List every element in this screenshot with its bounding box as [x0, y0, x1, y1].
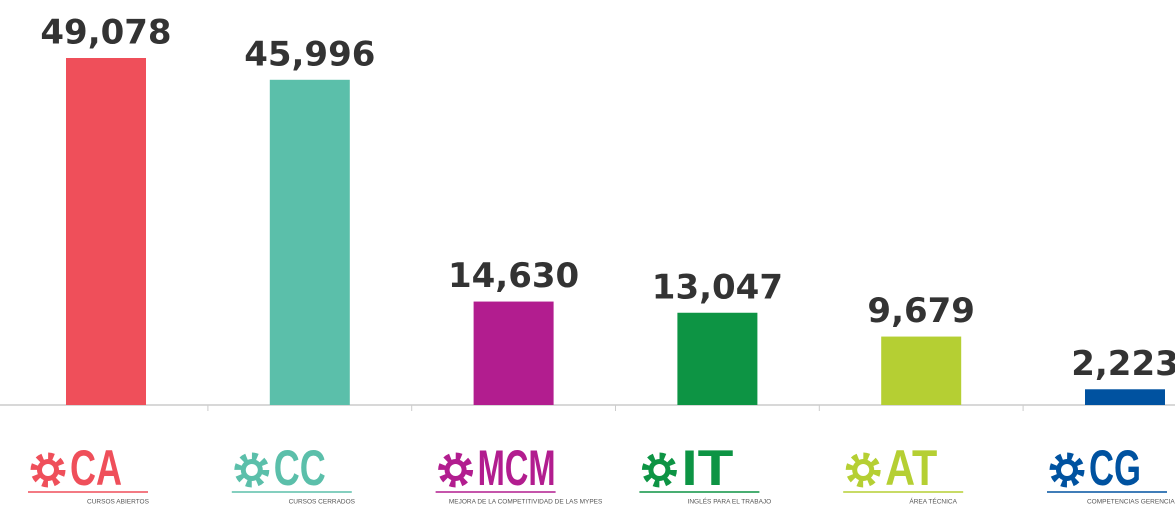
gear-hole: [653, 464, 666, 476]
category-description: CURSOS ABIERTOS: [87, 499, 150, 506]
bar: [1085, 389, 1165, 405]
value-label: 2,223: [1071, 344, 1175, 384]
category-label: CA: [70, 440, 122, 496]
category-label: IT: [681, 440, 733, 496]
gear-hole: [1061, 464, 1073, 476]
gear-teeth: [641, 452, 677, 488]
bar: [677, 312, 758, 405]
category-description: ÁREA TÉCNICA: [909, 497, 957, 506]
category-description: MEJORA DE LA COMPETITIVIDAD DE LAS MYPES: [449, 499, 603, 506]
category-description: INGLÉS PARA EL TRABAJO: [688, 497, 772, 506]
bar: [881, 336, 962, 405]
value-label: 9,679: [867, 291, 975, 331]
gear-teeth: [234, 452, 270, 488]
gear-teeth: [845, 452, 881, 488]
gear-hole: [857, 464, 870, 476]
gear-teeth: [1049, 452, 1085, 488]
gear-teeth: [30, 452, 66, 488]
bar: [269, 79, 350, 406]
value-label: 45,996: [244, 34, 375, 74]
category-description: COMPETENCIAS GERENCIALES: [1087, 499, 1175, 506]
bar: [473, 301, 554, 405]
category-label: CC: [274, 440, 326, 496]
gear-hole: [245, 464, 258, 476]
gear-teeth: [438, 452, 474, 488]
gear-hole: [449, 464, 462, 476]
category-label: MCM: [478, 440, 556, 496]
category-label: AT: [885, 440, 937, 496]
category-description: CURSOS CERRADOS: [289, 499, 356, 506]
bar: [66, 58, 146, 405]
value-label: 49,078: [40, 13, 171, 53]
value-label: 13,047: [652, 267, 783, 307]
category-label: CG: [1089, 440, 1141, 496]
value-label: 14,630: [448, 256, 579, 296]
gear-hole: [42, 464, 54, 476]
